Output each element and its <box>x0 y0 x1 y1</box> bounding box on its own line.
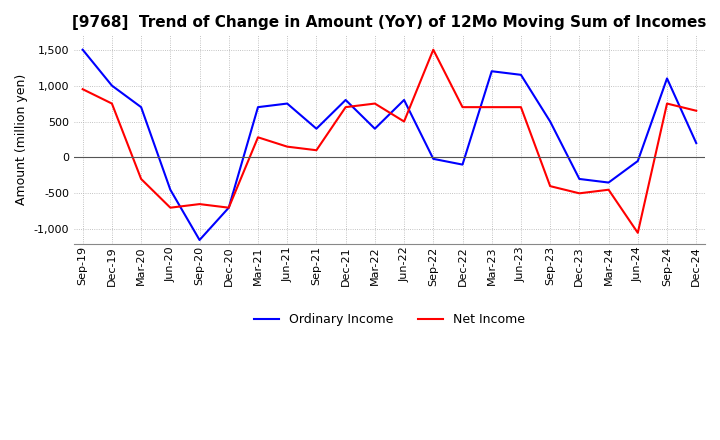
Net Income <box>107 101 116 106</box>
Ordinary Income <box>429 156 438 161</box>
Net Income <box>341 105 350 110</box>
Ordinary Income <box>692 140 701 146</box>
Ordinary Income <box>604 180 613 185</box>
Ordinary Income <box>166 187 175 192</box>
Ordinary Income <box>312 126 320 131</box>
Ordinary Income <box>517 72 526 77</box>
Net Income <box>137 176 145 182</box>
Line: Net Income: Net Income <box>83 50 696 233</box>
Net Income <box>517 105 526 110</box>
Net Income <box>634 230 642 235</box>
Net Income <box>458 105 467 110</box>
Ordinary Income <box>107 83 116 88</box>
Net Income <box>195 202 204 207</box>
Ordinary Income <box>662 76 671 81</box>
Ordinary Income <box>341 97 350 103</box>
Ordinary Income <box>137 105 145 110</box>
Ordinary Income <box>546 119 554 124</box>
Title: [9768]  Trend of Change in Amount (YoY) of 12Mo Moving Sum of Incomes: [9768] Trend of Change in Amount (YoY) o… <box>72 15 706 30</box>
Net Income <box>78 87 87 92</box>
Ordinary Income <box>78 47 87 52</box>
Net Income <box>604 187 613 192</box>
Net Income <box>662 101 671 106</box>
Y-axis label: Amount (million yen): Amount (million yen) <box>15 74 28 205</box>
Net Income <box>546 183 554 189</box>
Ordinary Income <box>634 158 642 164</box>
Ordinary Income <box>371 126 379 131</box>
Ordinary Income <box>195 237 204 242</box>
Ordinary Income <box>283 101 292 106</box>
Net Income <box>253 135 262 140</box>
Net Income <box>575 191 584 196</box>
Net Income <box>312 147 320 153</box>
Net Income <box>400 119 408 124</box>
Net Income <box>166 205 175 210</box>
Net Income <box>283 144 292 149</box>
Ordinary Income <box>458 162 467 167</box>
Net Income <box>225 205 233 210</box>
Ordinary Income <box>487 69 496 74</box>
Ordinary Income <box>575 176 584 182</box>
Net Income <box>692 108 701 114</box>
Line: Ordinary Income: Ordinary Income <box>83 50 696 240</box>
Ordinary Income <box>253 105 262 110</box>
Net Income <box>487 105 496 110</box>
Ordinary Income <box>225 205 233 210</box>
Ordinary Income <box>400 97 408 103</box>
Net Income <box>371 101 379 106</box>
Legend: Ordinary Income, Net Income: Ordinary Income, Net Income <box>249 308 530 331</box>
Net Income <box>429 47 438 52</box>
